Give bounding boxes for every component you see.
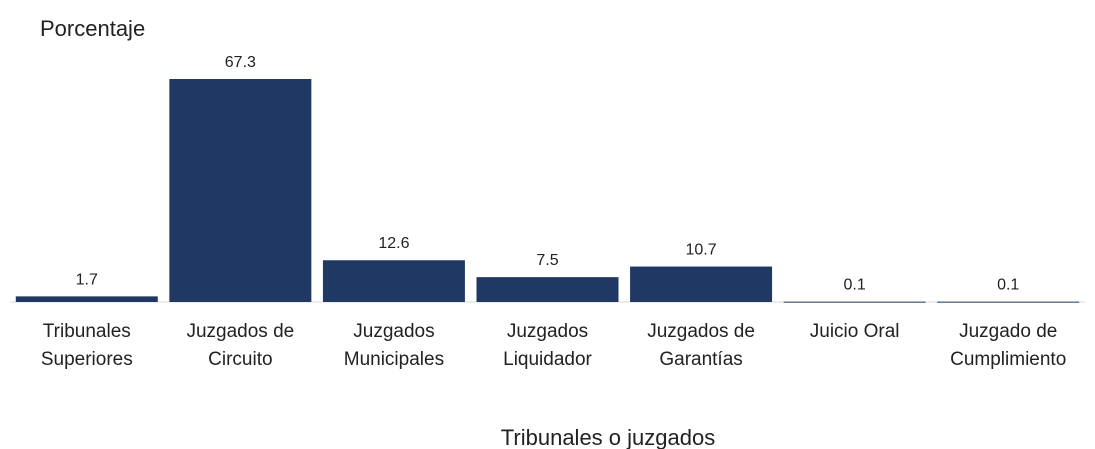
- x-tick-label: Juzgados: [353, 321, 434, 342]
- x-tick-label: Juzgados de: [647, 321, 755, 342]
- bar: [169, 79, 312, 302]
- value-label: 10.7: [686, 242, 717, 259]
- bar: [937, 301, 1080, 303]
- bar: [322, 260, 465, 302]
- x-tick-label: Juzgados: [507, 321, 588, 342]
- value-label: 1.7: [76, 271, 98, 288]
- value-label: 0.1: [844, 277, 866, 294]
- value-label: 67.3: [225, 54, 256, 71]
- bar: [783, 301, 926, 303]
- x-tick-label: Juzgados de: [186, 321, 294, 342]
- x-axis-title: Tribunales o juzgados: [501, 425, 715, 449]
- chart-title: Porcentaje: [40, 16, 145, 41]
- x-tick-label: Superiores: [41, 349, 133, 370]
- x-tick-label: Municipales: [344, 349, 444, 370]
- value-label: 7.5: [536, 252, 558, 269]
- value-label: 12.6: [378, 235, 409, 252]
- x-tick-label: Juzgado de: [959, 321, 1057, 342]
- x-tick-label: Juicio Oral: [810, 321, 900, 342]
- x-tick-label: Garantías: [659, 349, 742, 370]
- value-label: 0.1: [997, 277, 1019, 294]
- x-tick-label: Liquidador: [503, 349, 592, 370]
- bar: [15, 296, 158, 302]
- bar: [630, 266, 773, 302]
- x-tick-label: Cumplimiento: [950, 349, 1066, 370]
- x-tick-label: Tribunales: [43, 321, 131, 342]
- x-tick-label: Circuito: [208, 349, 272, 370]
- bar: [476, 277, 619, 302]
